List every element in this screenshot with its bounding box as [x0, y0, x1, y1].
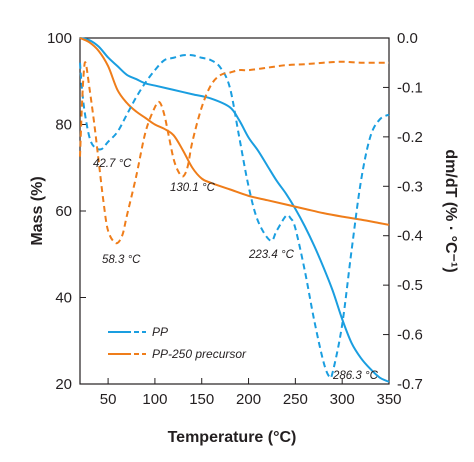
- annotations-layer: 42.7 °C 58.3 °C 130.1 °C 223.4 °C 286.3 °C: [93, 158, 379, 382]
- peak-annotation: 42.7 °C: [93, 158, 132, 170]
- axis-ticks: 50 100 150 200 250 300 350 20 40 60 80 100 0.0 -0.1 -0…: [47, 30, 423, 408]
- x-tick-label: 200: [236, 391, 261, 408]
- x-tick-label: 150: [189, 391, 214, 408]
- series-layer: [79, 37, 390, 383]
- y2-tick-label: -0.4: [397, 228, 423, 245]
- x-tick-label: 250: [283, 391, 308, 408]
- peak-annotation: 223.4 °C: [248, 249, 295, 261]
- legend-label-pp: PP: [152, 325, 168, 339]
- y2-tick-label: -0.2: [397, 129, 423, 146]
- x-axis-title: Temperature (°C): [168, 429, 297, 446]
- y-tick-label: 60: [55, 203, 72, 220]
- y-tick-label: 40: [55, 290, 72, 307]
- x-tick-label: 50: [100, 391, 117, 408]
- y2-axis-title: dm/dT (% · °C⁻¹): [442, 149, 459, 272]
- y-tick-label: 80: [55, 117, 72, 134]
- y-axis-title: Mass (%): [29, 176, 46, 245]
- legend: PP PP-250 precursor: [108, 325, 247, 361]
- peak-annotation: 58.3 °C: [102, 254, 141, 266]
- pp-mass-line: [79, 37, 390, 383]
- y2-tick-label: 0.0: [397, 30, 418, 47]
- pp-derivative-line: [79, 53, 390, 380]
- pp-250-precursor-derivative-line: [79, 60, 389, 245]
- y2-tick-label: -0.3: [397, 178, 423, 195]
- legend-label-pp-250-precursor: PP-250 precursor: [152, 347, 247, 361]
- x-tick-label: 100: [142, 391, 167, 408]
- y2-tick-label: -0.6: [397, 327, 423, 344]
- y-tick-label: 100: [47, 30, 72, 47]
- x-tick-label: 350: [376, 391, 401, 408]
- pp-250-precursor-mass-line: [79, 37, 390, 226]
- peak-annotation: 130.1 °C: [170, 182, 216, 194]
- y2-tick-label: -0.5: [397, 277, 423, 294]
- peak-annotation: 286.3 °C: [332, 370, 379, 382]
- y-tick-label: 20: [55, 376, 72, 393]
- y2-tick-label: -0.1: [397, 79, 423, 96]
- y2-tick-label: -0.7: [397, 376, 423, 393]
- x-tick-label: 300: [330, 391, 355, 408]
